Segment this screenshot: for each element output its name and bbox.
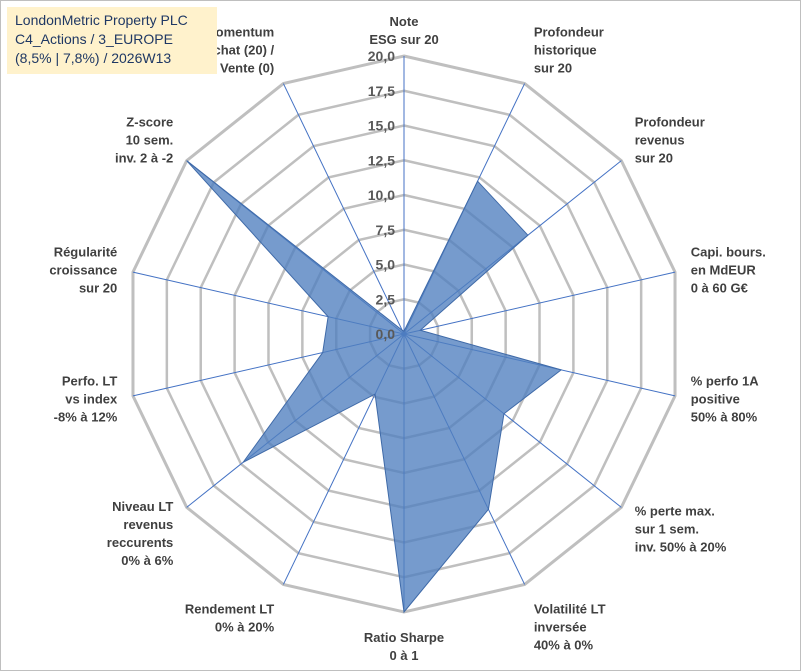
axis-label: % perte max. sur 1 sem. inv. 50% à 20% <box>635 503 727 554</box>
axis-label: Z-score 10 sem. inv. 2 à -2 <box>115 115 173 166</box>
axis-label: Capi. bours. en MdEUR 0 à 60 G€ <box>691 244 766 295</box>
axis-label-line: Régularité <box>54 244 118 259</box>
axis-label-line: vs index <box>65 392 118 407</box>
radar-axis-labels: Note ESG sur 20 Profondeur historique sur 20… <box>49 14 766 663</box>
axis-spoke <box>282 83 405 335</box>
axis-label-line: Capi. bours. <box>691 244 766 259</box>
tick-label: 17,5 <box>368 83 395 99</box>
axis-label: Ratio Sharpe 0 à 1 <box>364 630 444 663</box>
chart-title-category: C4_Actions / 3_EUROPE <box>15 31 173 47</box>
axis-label-line: 0 à 60 G€ <box>691 280 748 295</box>
axis-label: % perfo 1A positive 50% à 80% <box>691 374 760 425</box>
tick-label: 2,5 <box>376 291 396 307</box>
radar-ticks: 0,0 2,5 5,0 7,5 10,0 12,5 15,0 17,5 20,0 <box>368 48 395 342</box>
tick-label: 5,0 <box>376 257 396 273</box>
tick-label: 10,0 <box>368 187 395 203</box>
axis-label-line: sur 20 <box>635 151 673 166</box>
chart-title-box: LondonMetric Property PLC C4_Actions / 3… <box>7 7 217 74</box>
tick-label: 7,5 <box>376 222 396 238</box>
axis-label-line: 0% à 6% <box>121 553 173 568</box>
axis-label: Perfo. LT vs index -8% à 12% <box>54 374 118 425</box>
tick-label: 0,0 <box>376 326 396 342</box>
axis-label-line: 50% à 80% <box>691 410 758 425</box>
axis-label-line: Note <box>390 14 419 29</box>
axis-label-line: Volatilité LT <box>534 601 606 616</box>
axis-label-line: Perfo. LT <box>62 374 117 389</box>
axis-label-line: ESG sur 20 <box>369 32 438 47</box>
axis-label: Profondeur revenus sur 20 <box>635 115 705 166</box>
axis-label-line: croissance <box>49 262 117 277</box>
axis-label: Momentum Achat (20) / Vente (0) <box>204 25 274 76</box>
axis-label: Profondeur historique sur 20 <box>534 25 604 76</box>
axis-label-line: % perte max. <box>635 503 715 518</box>
axis-label-line: sur 20 <box>534 61 572 76</box>
axis-label-line: Niveau LT <box>112 499 173 514</box>
tick-label: 20,0 <box>368 48 395 64</box>
radar-series <box>186 160 563 614</box>
axis-label-line: positive <box>691 392 740 407</box>
axis-label-line: 0% à 20% <box>215 619 275 634</box>
axis-label-line: sur 1 sem. <box>635 521 699 536</box>
axis-label-line: inv. 2 à -2 <box>115 151 173 166</box>
axis-label-line: 0 à 1 <box>390 648 419 663</box>
axis-label-line: Profondeur <box>534 25 604 40</box>
axis-label-line: sur 20 <box>79 280 117 295</box>
tick-label: 15,0 <box>368 118 395 134</box>
axis-label-line: 10 sem. <box>126 133 174 148</box>
axis-spoke <box>403 271 676 335</box>
axis-label-line: Rendement LT <box>185 601 274 616</box>
axis-label-line: en MdEUR <box>691 262 757 277</box>
axis-label-line: revenus <box>635 133 685 148</box>
axis-label-line: inversée <box>534 619 587 634</box>
axis-label: Régularité croissance sur 20 <box>49 244 117 295</box>
chart-title-stats: (8,5% | 7,8%) / 2026W13 <box>15 50 172 66</box>
axis-label-line: historique <box>534 43 597 58</box>
axis-label-line: Z-score <box>126 115 173 130</box>
chart-title-company: LondonMetric Property PLC <box>15 12 188 28</box>
axis-label-line: revenus <box>123 517 173 532</box>
axis-label-line: 40% à 0% <box>534 637 594 652</box>
axis-label-line: Vente (0) <box>220 61 274 76</box>
axis-label-line: Ratio Sharpe <box>364 630 444 645</box>
axis-label: Note ESG sur 20 <box>369 14 438 47</box>
axis-label-line: reccurents <box>107 535 173 550</box>
axis-label-line: Achat (20) / <box>204 43 274 58</box>
axis-label-line: Momentum <box>205 25 274 40</box>
axis-label-line: Profondeur <box>635 115 705 130</box>
axis-label-line: inv. 50% à 20% <box>635 539 727 554</box>
tick-label: 12,5 <box>368 152 395 168</box>
axis-label: Niveau LT revenus reccurents 0% à 6% <box>107 499 174 568</box>
axis-label-line: % perfo 1A <box>691 374 760 389</box>
axis-label: Volatilité LT inversée 40% à 0% <box>534 601 606 652</box>
axis-label-line: -8% à 12% <box>54 410 118 425</box>
axis-label: Rendement LT 0% à 20% <box>185 601 275 634</box>
